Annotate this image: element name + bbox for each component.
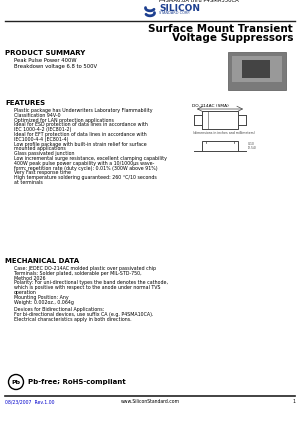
Text: Classification 94V-0: Classification 94V-0 <box>14 113 61 118</box>
Text: Peak Pulse Power 400W: Peak Pulse Power 400W <box>14 58 76 63</box>
Text: which is positive with respect to the anode under normal TVS: which is positive with respect to the an… <box>14 285 160 290</box>
Text: Pb: Pb <box>11 380 20 385</box>
Text: PRODUCT SUMMARY: PRODUCT SUMMARY <box>5 50 85 56</box>
Text: form; repetition rate (duty cycle): 0.01% (300W above 91%): form; repetition rate (duty cycle): 0.01… <box>14 166 158 170</box>
Text: STANDARD CORP.: STANDARD CORP. <box>159 11 190 15</box>
Text: Very Fast response time: Very Fast response time <box>14 170 71 176</box>
Text: IEC1000-4-4 (EC801-4): IEC1000-4-4 (EC801-4) <box>14 137 68 142</box>
Text: Ideal for EFT protection of data lines in accordance with: Ideal for EFT protection of data lines i… <box>14 132 147 137</box>
Bar <box>202 141 238 151</box>
Text: FEATURES: FEATURES <box>5 100 45 106</box>
Text: Ideal for ESD protection of data lines in accordance with: Ideal for ESD protection of data lines i… <box>14 122 148 128</box>
Text: Pb-free; RoHS-compliant: Pb-free; RoHS-compliant <box>28 379 125 385</box>
Text: www.SiliconStandard.com: www.SiliconStandard.com <box>120 399 180 404</box>
Text: mounted applications: mounted applications <box>14 146 66 151</box>
Text: High temperature soldering guaranteed: 260 °C/10 seconds: High temperature soldering guaranteed: 2… <box>14 175 157 180</box>
Text: Method 2026: Method 2026 <box>14 275 46 281</box>
Bar <box>232 56 282 82</box>
Text: MECHANICAL DATA: MECHANICAL DATA <box>5 258 79 264</box>
Bar <box>228 52 286 90</box>
Circle shape <box>8 374 23 389</box>
Text: Terminals: Solder plated, solderable per MIL-STD-750,: Terminals: Solder plated, solderable per… <box>14 271 142 276</box>
Text: 0.10
(2.54): 0.10 (2.54) <box>248 142 257 150</box>
Text: Surface Mount Transient: Surface Mount Transient <box>148 24 293 34</box>
Text: Low incremental surge resistance, excellent clamping capability: Low incremental surge resistance, excell… <box>14 156 167 161</box>
Text: For bi-directional devices, use suffix CA (e.g. P4SMA10CA).: For bi-directional devices, use suffix C… <box>14 312 154 317</box>
Text: Case: JEDEC DO-214AC molded plastic over passivated chip: Case: JEDEC DO-214AC molded plastic over… <box>14 266 156 271</box>
Text: Voltage Suppressors: Voltage Suppressors <box>172 33 293 43</box>
Text: operation: operation <box>14 290 37 295</box>
Text: Optimized for LAN protection applications: Optimized for LAN protection application… <box>14 118 114 122</box>
Text: 400W peak pulse power capability with a 10/1000μs wave-: 400W peak pulse power capability with a … <box>14 161 154 166</box>
Bar <box>202 111 238 129</box>
Text: Polarity: For uni-directional types the band denotes the cathode,: Polarity: For uni-directional types the … <box>14 280 168 286</box>
Text: Plastic package has Underwriters Laboratory Flammability: Plastic package has Underwriters Laborat… <box>14 108 152 113</box>
Text: Weight: 0.002oz., 0.064g: Weight: 0.002oz., 0.064g <box>14 300 74 305</box>
Text: SILICON: SILICON <box>159 4 200 13</box>
Text: Electrical characteristics apply in both directions.: Electrical characteristics apply in both… <box>14 317 132 322</box>
Text: P4SMA6.8A thru P4SMA550CA: P4SMA6.8A thru P4SMA550CA <box>159 0 239 3</box>
Text: DO-214AC (SMA): DO-214AC (SMA) <box>192 104 229 108</box>
Text: 1: 1 <box>292 399 295 404</box>
Bar <box>242 60 270 78</box>
Text: at terminals: at terminals <box>14 180 43 185</box>
Text: (dimensions in inches and millimeters): (dimensions in inches and millimeters) <box>193 131 255 135</box>
Text: Devices for Bidirectional Applications:: Devices for Bidirectional Applications: <box>14 307 104 312</box>
Text: Glass passivated junction: Glass passivated junction <box>14 151 74 156</box>
Text: 08/23/2007  Rev.1.00: 08/23/2007 Rev.1.00 <box>5 399 55 404</box>
Text: Mounting Position: Any: Mounting Position: Any <box>14 295 69 300</box>
Text: IEC 1000-4-2 (IEC801-2): IEC 1000-4-2 (IEC801-2) <box>14 127 71 132</box>
Text: Breakdown voltage 6.8 to 500V: Breakdown voltage 6.8 to 500V <box>14 64 97 69</box>
Text: Low profile package with built-in strain relief for surface: Low profile package with built-in strain… <box>14 142 147 147</box>
